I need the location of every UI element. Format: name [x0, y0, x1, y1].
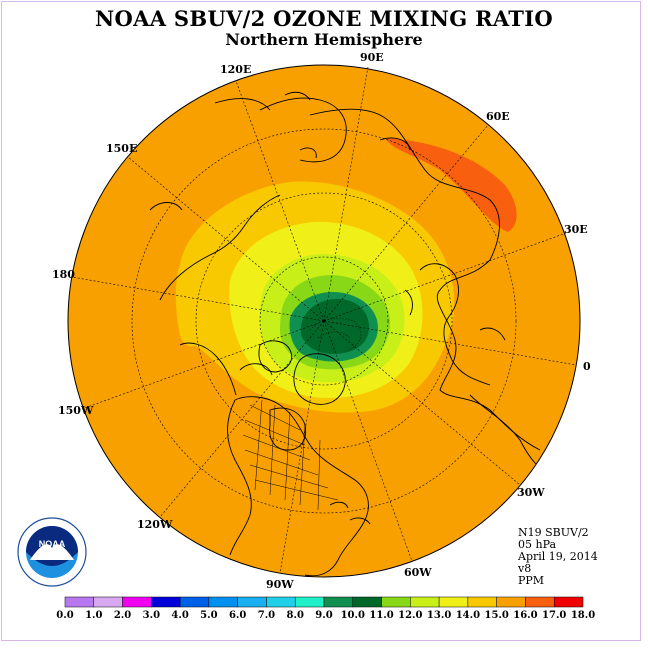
colorbar-swatch: [294, 596, 325, 608]
info-version: v8: [518, 562, 532, 575]
pole-stipple: [309, 317, 362, 351]
lon-label-120w: 120W: [137, 518, 173, 531]
colorbar-label: 18.0: [571, 610, 595, 621]
colorbar-label: 1.0: [85, 610, 102, 621]
colorbar-swatch: [381, 596, 411, 608]
meridian-90e: [323, 66, 369, 322]
colorbar-swatch: [467, 596, 497, 608]
colorbar-swatch: [151, 596, 181, 608]
lat-circle-60: [259, 256, 389, 386]
colorbar-label: 10.0: [341, 610, 365, 621]
colorbar-swatch: [64, 596, 95, 608]
meridian-120w: [159, 320, 325, 518]
colorbar-label: 0.0: [56, 610, 73, 621]
lon-label-30e: 30E: [564, 223, 588, 236]
meridian-30w: [323, 320, 521, 486]
info-level: 05 hPa: [518, 538, 557, 551]
meridian-150w: [81, 320, 325, 410]
lon-label-150e: 150E: [106, 142, 137, 155]
lon-label-60e: 60E: [486, 110, 510, 123]
noaa-logo: NOAA: [17, 517, 87, 587]
colorbar-label: 12.0: [398, 610, 422, 621]
info-block: N19 SBUV/2 05 hPa April 19, 2014 v8 PPM: [518, 527, 598, 587]
colorbar-swatch: [553, 596, 584, 608]
colorbar-swatch: [496, 596, 526, 608]
colorbar-label: 2.0: [114, 610, 131, 621]
lon-label-30w: 30W: [517, 486, 545, 499]
state-boundaries: [242, 399, 339, 511]
latitude-circles: [131, 128, 517, 514]
colorbar-label: 8.0: [287, 610, 304, 621]
lon-label-90e: 90E: [360, 51, 384, 64]
meridians: [71, 66, 577, 574]
field-level-13-14-west: [175, 263, 213, 347]
lon-label-60w: 60W: [404, 566, 432, 579]
colorbar-swatch: [266, 596, 296, 608]
colorbar-swatch: [352, 596, 382, 608]
colorbar-label: 16.0: [513, 610, 537, 621]
meridian-0: [323, 320, 577, 366]
meridian-60w: [323, 320, 413, 562]
colorbar-swatch: [179, 596, 210, 608]
colorbar-label: 3.0: [143, 610, 160, 621]
colorbar-swatch: [208, 596, 238, 608]
meridian-90w: [279, 320, 325, 574]
colorbar-swatch: [410, 596, 440, 608]
colorbar-swatch: [122, 596, 152, 608]
meridian-150e: [127, 156, 325, 322]
field-level-15-16: [385, 138, 517, 232]
lon-label-0: 0: [583, 360, 591, 373]
meridian-180: [71, 276, 325, 322]
colorbar-swatch: [237, 596, 267, 608]
coastlines: [149, 91, 556, 577]
info-date: April 19, 2014: [518, 550, 598, 563]
lon-label-180: 180: [52, 268, 75, 281]
meridian-30e: [323, 232, 567, 322]
colorbar-label: 7.0: [258, 610, 275, 621]
colorbar-swatch: [323, 596, 354, 608]
colorbar-label: 9.0: [315, 610, 332, 621]
colorbar-swatch: [93, 596, 123, 608]
lon-label-90w: 90W: [266, 578, 294, 591]
lat-circle-30: [195, 192, 453, 450]
meridian-60e: [323, 124, 489, 322]
lon-label-120e: 120E: [220, 63, 251, 76]
colorbar-label: 15.0: [484, 610, 508, 621]
meridian-120e: [235, 80, 325, 322]
map-title: NOAA SBUV/2 OZONE MIXING RATIO: [95, 6, 553, 31]
colorbar-swatch: [525, 596, 555, 608]
map-subtitle: Northern Hemisphere: [225, 30, 423, 49]
field-level-8-9: [300, 298, 370, 354]
colorbar-label: 13.0: [427, 610, 451, 621]
colorbar-label: 17.0: [542, 610, 566, 621]
info-units: PPM: [518, 574, 545, 587]
colorbar-label: 5.0: [200, 610, 217, 621]
colorbar-label: 4.0: [171, 610, 188, 621]
logo-text: NOAA: [39, 539, 66, 549]
globe-outline: [67, 64, 581, 578]
info-satellite: N19 SBUV/2: [518, 526, 589, 539]
colorbar-label: 6.0: [229, 610, 246, 621]
longitude-labels: 90E 60E 30E 0 30W 60W 90W 120W 150W 180 …: [52, 51, 591, 591]
colorbar-label: 14.0: [456, 610, 480, 621]
colorbar: 0.0 1.0 2.0 3.0 4.0 5.0 6.0 7.0 8.0 9.0 10.0 11.0 12…: [56, 596, 595, 621]
figure-frame: [1, 1, 641, 641]
colorbar-label: 11.0: [369, 610, 393, 621]
lon-label-150w: 150W: [58, 404, 94, 417]
logo-bird: [30, 544, 74, 560]
lat-circle-0: [131, 128, 517, 514]
colorbar-swatch: [438, 596, 469, 608]
